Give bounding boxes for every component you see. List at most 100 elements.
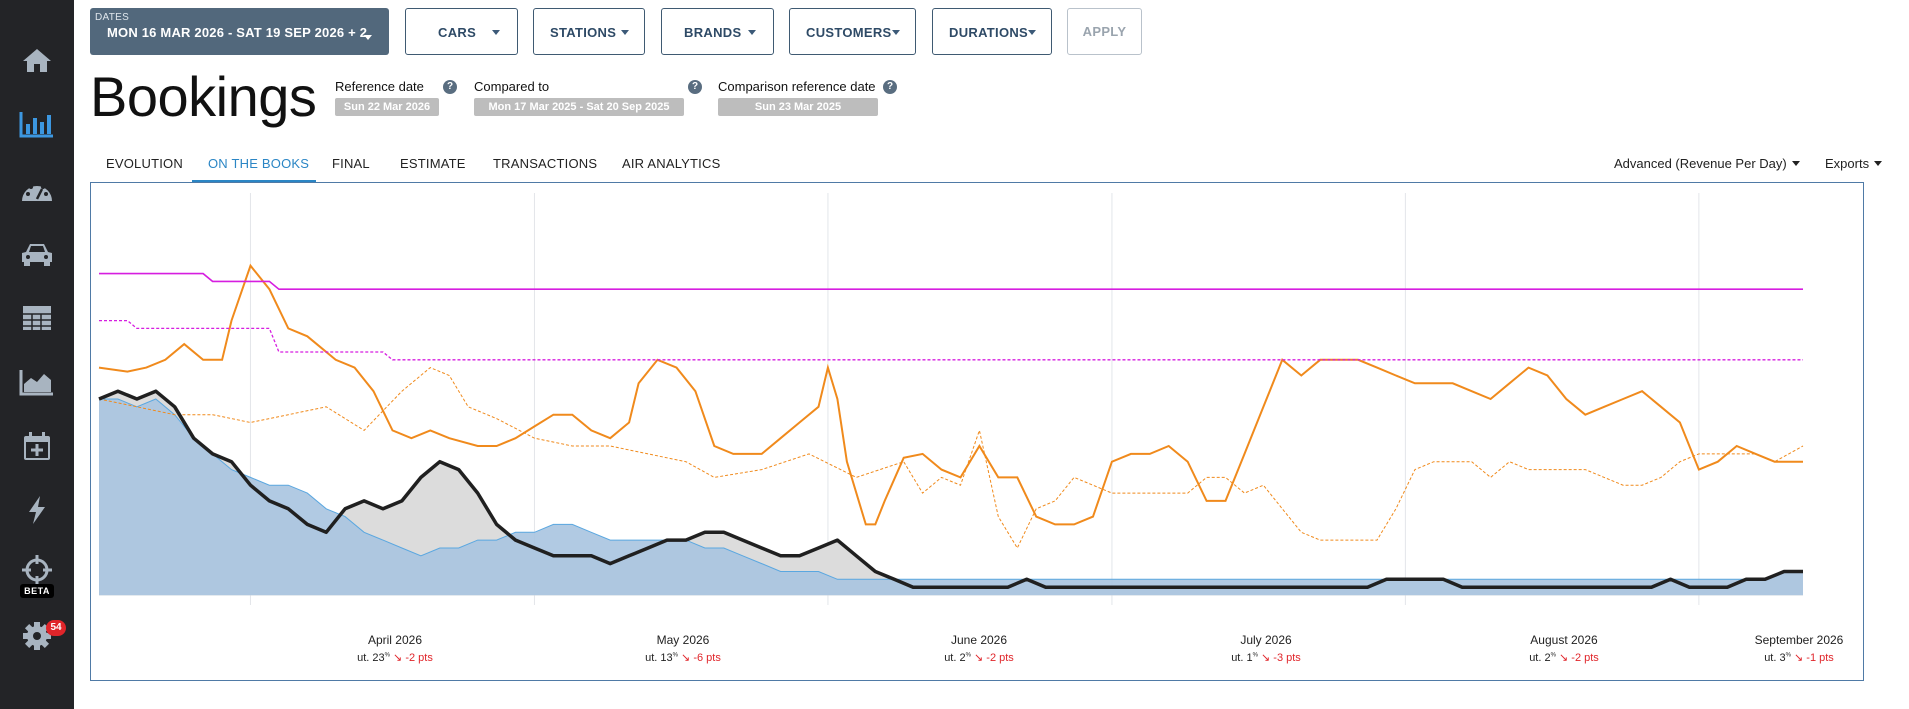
orange-dashed-line	[98, 367, 1804, 550]
comparison-reference-date-block: Comparison reference date ? Sun 23 Mar 2…	[718, 78, 908, 116]
bar-chart-icon[interactable]	[0, 92, 74, 156]
utilisation-value: ut. 13	[645, 652, 673, 664]
chevron-down-icon	[1874, 161, 1883, 166]
utilisation-unit: %	[384, 652, 390, 659]
customers-filter-label: CUSTOMERS	[806, 25, 892, 40]
utilisation-value: ut. 2	[1529, 652, 1551, 664]
apply-button[interactable]: APPLY	[1067, 8, 1142, 55]
magenta-solid-line	[99, 272, 1803, 290]
lightning-icon[interactable]	[0, 478, 74, 542]
utilisation-unit: %	[1785, 652, 1791, 659]
trend-down-icon: ↘	[970, 652, 987, 664]
utilisation-unit: %	[1550, 652, 1556, 659]
durations-filter-label: DURATIONS	[949, 25, 1029, 40]
trend-down-icon: ↘	[1790, 652, 1807, 664]
magenta-dashed-line	[99, 319, 1803, 361]
dates-label: DATES	[95, 12, 130, 23]
reference-date-label: Reference date	[335, 79, 424, 94]
page-title: Bookings	[90, 65, 317, 128]
x-tick-label: May 2026	[656, 633, 710, 647]
utilisation-unit: %	[965, 652, 971, 659]
home-icon[interactable]	[0, 28, 74, 92]
car-icon[interactable]	[0, 222, 74, 286]
utilisation-label: ut. 3% ↘ -1 pts	[1709, 651, 1889, 664]
orange-solid-line	[98, 263, 1803, 526]
view-mode-dropdown[interactable]: Advanced (Revenue Per Day)	[1614, 156, 1800, 171]
chevron-down-icon	[892, 30, 900, 35]
utilisation-unit: %	[672, 652, 678, 659]
stations-filter-button[interactable]: STATIONS	[533, 8, 645, 55]
chevron-down-icon	[748, 30, 756, 35]
tab-transactions[interactable]: TRANSACTIONS	[493, 156, 598, 171]
tab-evolution[interactable]: EVOLUTION	[106, 156, 183, 171]
tab-on-the-books[interactable]: ON THE BOOKS	[192, 156, 316, 182]
x-tick-label: August 2026	[1530, 633, 1598, 647]
utilisation-value: ut. 23	[357, 652, 385, 664]
on-books-line	[98, 389, 1803, 589]
help-icon[interactable]: ?	[443, 80, 457, 94]
utilisation-label: ut. 13% ↘ -6 pts	[593, 651, 773, 664]
utilisation-delta: -3 pts	[1273, 652, 1301, 664]
trend-down-icon: ↘	[1555, 652, 1572, 664]
dates-filter-button[interactable]: DATES MON 16 MAR 2026 - SAT 19 SEP 2026 …	[90, 8, 389, 55]
durations-filter-button[interactable]: DURATIONS	[932, 8, 1052, 55]
compared-to-label: Compared to	[474, 79, 550, 94]
stations-filter-label: STATIONS	[550, 25, 617, 40]
utilisation-delta: -2 pts	[986, 652, 1014, 664]
x-tick-label: June 2026	[950, 633, 1008, 647]
help-icon[interactable]: ?	[688, 80, 702, 94]
cars-filter-button[interactable]: CARS	[405, 8, 518, 55]
cars-filter-label: CARS	[438, 25, 477, 40]
utilisation-unit: %	[1252, 652, 1258, 659]
view-mode-label: Advanced (Revenue Per Day)	[1614, 156, 1787, 171]
customers-filter-button[interactable]: CUSTOMERS	[789, 8, 916, 55]
utilisation-delta: -1 pts	[1806, 652, 1834, 664]
dates-value: MON 16 MAR 2026 - SAT 19 SEP 2026 + 2	[107, 25, 368, 40]
bookings-chart[interactable]	[90, 182, 1864, 681]
reference-date-value[interactable]: Sun 22 Mar 2026	[335, 98, 439, 116]
utilisation-label: ut. 2% ↘ -2 pts	[889, 651, 1069, 664]
utilisation-value: ut. 3	[1764, 652, 1786, 664]
chevron-down-icon	[1791, 161, 1800, 166]
exports-label: Exports	[1825, 156, 1870, 171]
gear-icon[interactable]	[0, 604, 74, 668]
brands-filter-label: BRANDS	[684, 25, 742, 40]
x-tick-label: September 2026	[1754, 633, 1844, 647]
utilisation-delta: -2 pts	[1571, 652, 1599, 664]
brands-filter-button[interactable]: BRANDS	[661, 8, 774, 55]
chevron-down-icon	[621, 30, 629, 35]
crosshair-icon[interactable]	[0, 538, 74, 602]
compared-to-block: Compared to ? Mon 17 Mar 2025 - Sat 20 S…	[474, 78, 704, 116]
trend-down-icon: ↘	[678, 652, 694, 664]
comparison-reference-date-label: Comparison reference date	[718, 79, 876, 94]
trend-down-icon: ↘	[390, 652, 406, 664]
calendar-plus-icon[interactable]	[0, 414, 74, 478]
table-grid-icon[interactable]	[0, 286, 74, 350]
reference-date-block: Reference date ? Sun 22 Mar 2026	[335, 78, 457, 116]
beta-badge: BETA	[20, 584, 54, 598]
utilisation-value: ut. 1	[1231, 652, 1253, 664]
chevron-down-icon	[1028, 30, 1036, 35]
help-icon[interactable]: ?	[883, 80, 897, 94]
dashboard-gauge-icon[interactable]	[0, 158, 74, 222]
chevron-down-icon	[492, 30, 500, 35]
notification-count-badge: 54	[46, 620, 66, 636]
comparison-area	[99, 399, 1803, 595]
utilisation-label: ut. 1% ↘ -3 pts	[1176, 651, 1356, 664]
x-tick-label: July 2026	[1240, 633, 1292, 647]
chart-svg[interactable]	[91, 183, 1863, 680]
tab-air-analytics[interactable]: AIR ANALYTICS	[622, 156, 721, 171]
utilisation-delta: -6 pts	[693, 652, 721, 664]
area-chart-icon[interactable]	[0, 350, 74, 414]
chevron-down-icon	[364, 35, 372, 40]
trend-down-icon: ↘	[1257, 652, 1274, 664]
utilisation-label: ut. 23% ↘ -2 pts	[305, 651, 485, 664]
compared-to-value[interactable]: Mon 17 Mar 2025 - Sat 20 Sep 2025	[474, 98, 684, 116]
exports-dropdown[interactable]: Exports	[1825, 156, 1883, 171]
tab-final[interactable]: FINAL	[332, 156, 370, 171]
tab-estimate[interactable]: ESTIMATE	[400, 156, 466, 171]
comparison-reference-date-value[interactable]: Sun 23 Mar 2025	[718, 98, 878, 116]
utilisation-value: ut. 2	[944, 652, 966, 664]
utilisation-label: ut. 2% ↘ -2 pts	[1474, 651, 1654, 664]
